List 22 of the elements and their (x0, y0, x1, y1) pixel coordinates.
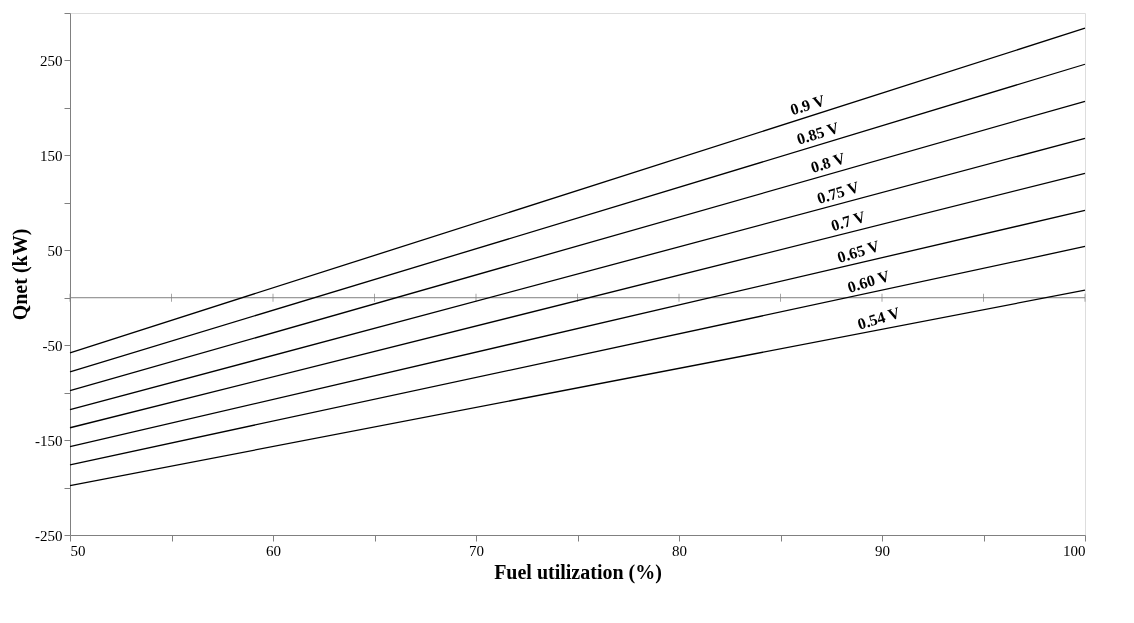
x-tick-label: 50 (70, 542, 86, 559)
x-tick-label: 70 (469, 542, 484, 559)
x-tick-label: 80 (672, 542, 687, 559)
y-tick-label: -250 (35, 527, 63, 544)
text: 0.7 V (828, 207, 868, 235)
x-tick-label: 90 (875, 542, 890, 559)
x-axis-title: Fuel utilization (%) (494, 560, 662, 584)
text: 0.75 V (814, 177, 862, 207)
text: 0.9 V (788, 91, 828, 119)
y-tick-label: -50 (42, 337, 63, 354)
text: 0.54 V (855, 303, 903, 333)
text: 0.65 V (835, 236, 882, 266)
text: 0.85 V (794, 118, 842, 148)
y-tick-label: 150 (40, 147, 63, 164)
y-axis-title: Qnet (kW) (9, 228, 32, 321)
text: 0.8 V (808, 149, 848, 176)
x-tick-label: 60 (266, 542, 281, 559)
y-tick-label: 250 (40, 52, 63, 69)
text: 0.60 V (845, 266, 893, 296)
y-tick-label: -150 (35, 432, 63, 449)
x-tick-label: 100 (1063, 542, 1086, 559)
y-tick-label: 50 (47, 242, 63, 259)
